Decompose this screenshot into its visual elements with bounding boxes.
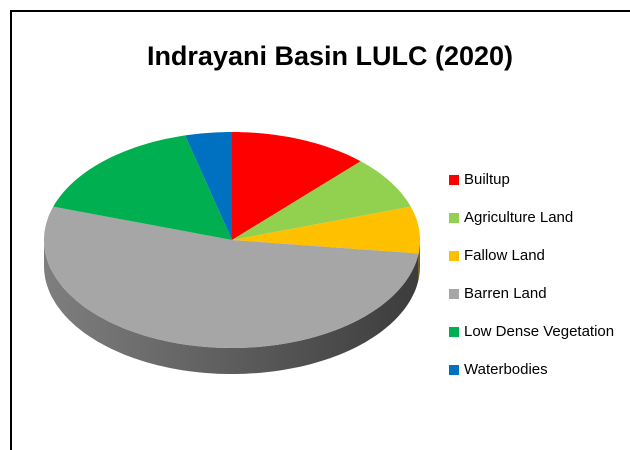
slice — [232, 132, 361, 240]
pie — [44, 132, 420, 374]
legend-label: Builtup — [464, 171, 510, 188]
chart-title: Indrayani Basin LULC (2020) — [147, 41, 513, 71]
legend-swatch — [449, 289, 459, 299]
legend: Builtup Agriculture Land Fallow Land Barren… — [449, 171, 614, 378]
legend-label: Agriculture Land — [464, 209, 573, 226]
slice — [232, 161, 411, 240]
legend-label: Fallow Land — [464, 247, 545, 264]
legend-label: Low Dense Vegetation — [464, 323, 614, 340]
legend-swatch — [449, 327, 459, 337]
slice — [185, 132, 232, 240]
slice — [232, 206, 420, 254]
legend-swatch — [449, 175, 459, 185]
slice — [44, 206, 419, 348]
slice-side-shade — [44, 240, 419, 374]
legend-label: Waterbodies — [464, 361, 548, 378]
legend-label: Barren Land — [464, 285, 547, 302]
legend-swatch — [449, 213, 459, 223]
legend-swatch — [449, 251, 459, 261]
slice — [53, 135, 233, 240]
legend-swatch — [449, 365, 459, 375]
slice-side-shade — [418, 240, 420, 280]
